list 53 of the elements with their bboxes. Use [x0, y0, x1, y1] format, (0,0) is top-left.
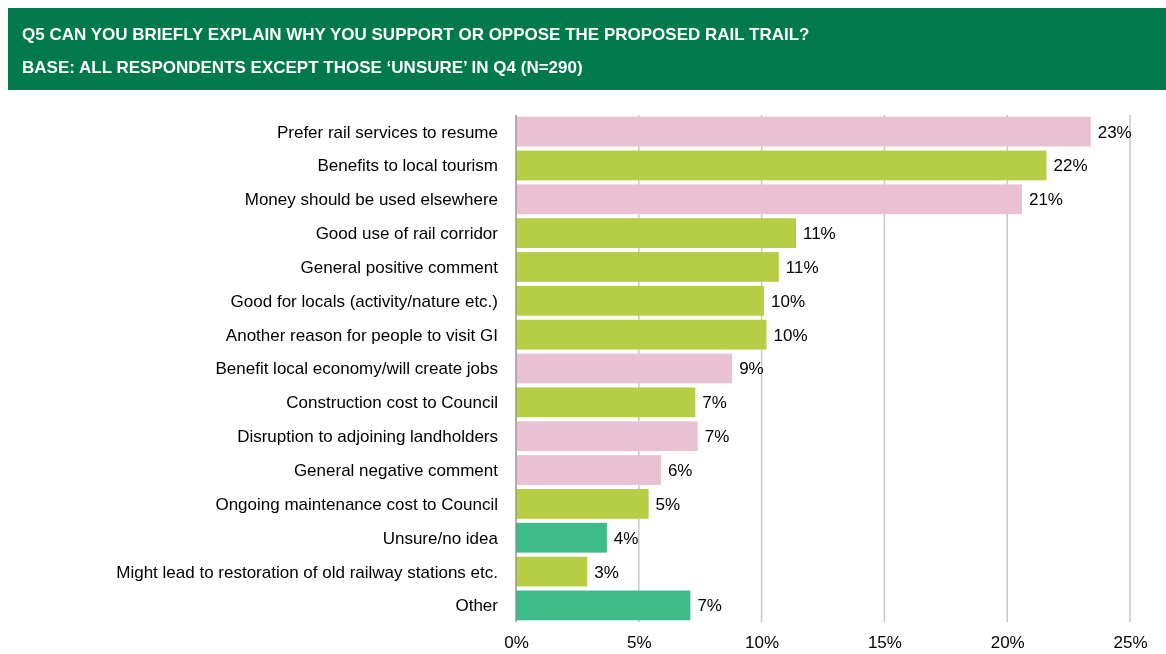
y-tick-label: Prefer rail services to resume [276, 122, 498, 142]
y-tick-label: Might lead to restoration of old railway stations etc. [116, 562, 498, 582]
y-tick-label: Benefits to local tourism [317, 156, 498, 176]
data-label: 4% [613, 528, 639, 548]
data-label: 23% [1097, 122, 1132, 142]
data-label: 7% [697, 596, 722, 616]
y-tick-label: Other [455, 596, 499, 616]
bar [516, 590, 691, 621]
y-tick-label: Benefit local economy/will create jobs [215, 359, 498, 379]
bar [516, 353, 733, 384]
data-label: 11% [785, 257, 819, 277]
chart-title: Q5 CAN YOU BRIEFLY EXPLAIN WHY YOU SUPPORT OR OPPOSE THE PROPOSED RAIL TRAIL? [22, 25, 810, 44]
x-tick-label: 15% [867, 633, 902, 653]
text: BASE: ALL RESPONDENTS EXCEPT THOSE ‘UNSURE’ IN Q4 (N=290) [22, 58, 583, 77]
bar [516, 116, 1091, 147]
data-label: 6% [667, 460, 693, 480]
data-label: 9% [739, 359, 764, 379]
bar [516, 319, 767, 350]
y-tick-label: General positive comment [300, 257, 499, 277]
data-label: 7% [704, 427, 730, 447]
bar [516, 556, 588, 587]
x-tick-label: 5% [627, 633, 652, 653]
data-label: 21% [1028, 190, 1063, 210]
bar [516, 387, 696, 418]
y-tick-label: Unsure/no idea [382, 528, 499, 548]
y-tick-label: Good use of rail corridor [315, 224, 499, 244]
x-tick-label: 20% [990, 633, 1025, 653]
y-tick-label: Disruption to adjoining landholders [237, 427, 498, 447]
y-tick-label: Construction cost to Council [286, 393, 498, 413]
bar [516, 421, 698, 452]
y-tick-label: Another reason for people to visit GI [225, 325, 498, 345]
x-tick-label: 0% [504, 633, 529, 653]
bar [516, 218, 796, 249]
y-tick-label: General negative comment [293, 460, 499, 480]
bar [516, 455, 661, 485]
bar [516, 252, 779, 282]
x-tick-label: 10% [745, 633, 780, 653]
bar [516, 488, 649, 519]
bar [516, 184, 1022, 215]
data-label: 10% [773, 325, 808, 345]
x-tick-label: 25% [1113, 633, 1148, 653]
data-label: 3% [594, 562, 619, 582]
y-tick-label: Money should be used elsewhere [244, 190, 498, 210]
data-label: 7% [702, 393, 727, 413]
y-tick-label: Good for locals (activity/nature etc.) [230, 291, 498, 311]
bar [516, 522, 607, 553]
bar [516, 150, 1047, 181]
data-label: 11% [802, 224, 836, 244]
data-label: 10% [771, 291, 806, 311]
data-label: 5% [655, 494, 681, 514]
data-label: 22% [1053, 156, 1088, 176]
y-tick-label: Ongoing maintenance cost to Council [215, 494, 498, 514]
bar [516, 285, 765, 316]
